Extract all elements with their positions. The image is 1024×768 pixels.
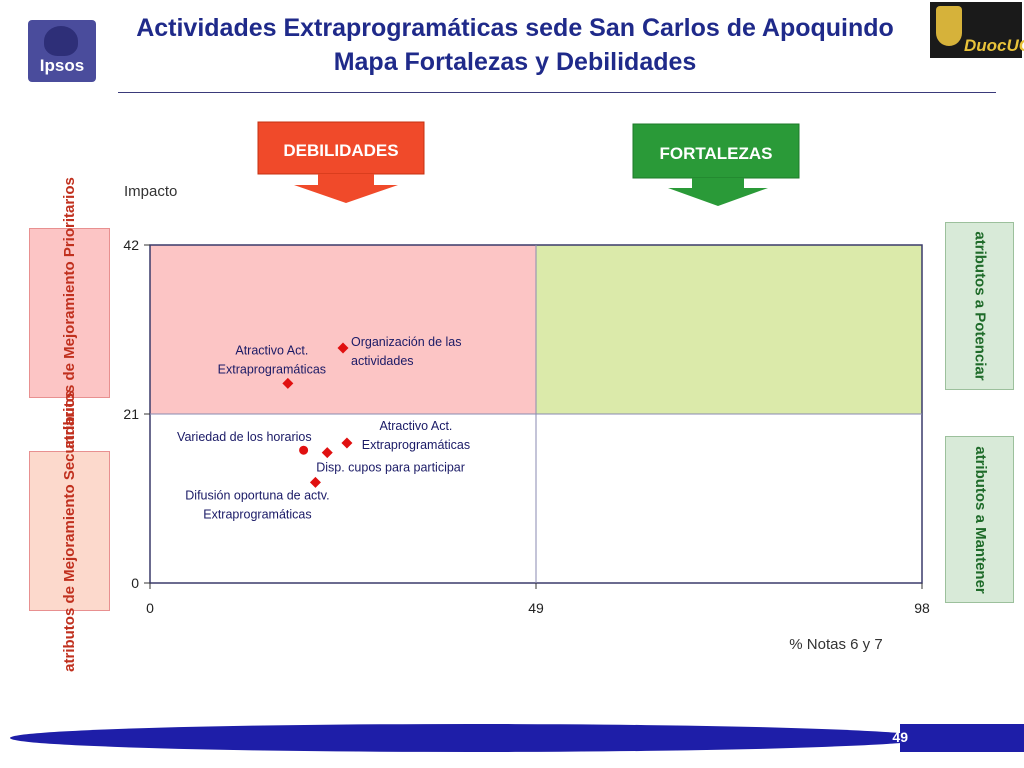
debilidades-arrow [294, 174, 398, 203]
quadrant-top-right [536, 245, 922, 414]
x-axis-label: % Notas 6 y 7 [789, 636, 882, 653]
debilidades-box [257, 121, 425, 175]
point-label: actividades [351, 354, 414, 368]
duoc-logo-text: DuocUC [964, 36, 1024, 55]
ipsos-logo-figure [44, 26, 78, 56]
data-point: Difusión oportuna de actv. Extraprogramát… [185, 476, 330, 521]
footer-band [10, 724, 1024, 752]
ipsos-logo-text: Ipsos [39, 56, 85, 75]
x-tick-label: 98 [914, 600, 930, 616]
point-label: Atractivo Act. [379, 419, 452, 433]
point-label: Atractivo Act. [235, 343, 308, 357]
label-bottom-left: atributos de Mejoramiento Secundarios [29, 390, 110, 672]
x-tick-label: 49 [528, 600, 544, 616]
fortalezas-label: FORTALEZAS [659, 144, 772, 163]
label-bottom-right: atributos a Mantener [945, 436, 1014, 603]
footer-swoosh [10, 724, 930, 752]
page-title-line2: Mapa Fortalezas y Debilidades [333, 48, 697, 76]
footer-tail [900, 724, 1024, 752]
point-marker-diamond [337, 342, 349, 354]
y-tick-label: 0 [131, 575, 139, 591]
fortalezas-arrow [668, 178, 768, 206]
point-label: Variedad de los horarios [177, 430, 312, 444]
debilidades-callout: DEBILIDADES [257, 121, 425, 203]
fortalezas-callout: FORTALEZAS [632, 123, 800, 206]
point-label: Disp. cupos para participar [316, 461, 465, 475]
y-axis-ticks: 0 21 42 [123, 237, 150, 591]
duoc-crest-icon [936, 6, 962, 46]
data-point: Variedad de los horarios [177, 430, 312, 455]
point-marker-diamond [282, 377, 294, 389]
duoc-logo: DuocUC [930, 2, 1024, 58]
title-divider [118, 92, 996, 93]
quadrant-top-left [150, 245, 536, 414]
data-point: Organización de las actividades [337, 335, 461, 368]
point-label: Extraprogramáticas [203, 507, 311, 521]
point-label: Organización de las [351, 335, 461, 349]
y-tick-label: 21 [123, 406, 139, 422]
x-tick-label: 0 [146, 600, 154, 616]
y-tick-label: 42 [123, 237, 139, 253]
debilidades-label: DEBILIDADES [283, 141, 398, 160]
label-top-left: atributos de Mejoramiento Prioritarios [29, 177, 110, 449]
point-marker-diamond [309, 476, 321, 488]
label-top-right: atributos a Potenciar [945, 222, 1014, 390]
data-points: Organización de las actividades Atractivo … [177, 335, 470, 521]
point-marker-diamond [341, 437, 353, 449]
ipsos-logo: Ipsos [28, 20, 96, 82]
point-label: Difusión oportuna de actv. [185, 488, 329, 502]
data-point: Atractivo Act. Extraprogramáticas [341, 419, 470, 452]
data-point: Atractivo Act. Extraprogramáticas [218, 343, 326, 389]
page-title-line1: Actividades Extraprogramáticas sede San … [136, 14, 894, 42]
point-label: Extraprogramáticas [218, 362, 326, 376]
y-axis-label: Impacto [124, 183, 177, 200]
point-marker-circle [299, 445, 309, 455]
page-number: 49 [892, 729, 908, 745]
scatter-chart: 0 21 42 0 49 98 Organización de las actividad… [123, 183, 930, 653]
x-axis-ticks: 0 49 98 [146, 583, 930, 616]
fortalezas-box [632, 123, 800, 179]
point-marker-diamond [321, 447, 333, 459]
point-label: Extraprogramáticas [362, 438, 470, 452]
data-point: Disp. cupos para participar [316, 447, 465, 475]
